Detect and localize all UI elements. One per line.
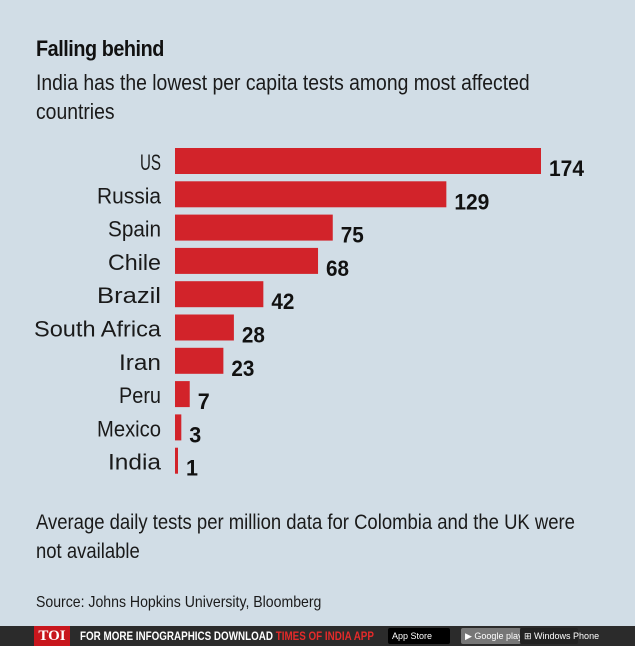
bar [175, 414, 182, 441]
category-label: US [140, 150, 161, 175]
category-label: South Africa [34, 317, 162, 342]
footer-banner: TOI FOR MORE INFOGRAPHICS DOWNLOAD TIMES… [0, 626, 635, 646]
bar [175, 247, 319, 274]
category-label: Spain [108, 217, 161, 242]
value-label: 75 [341, 223, 364, 248]
category-label: Iran [119, 350, 161, 375]
bar [175, 214, 333, 241]
category-label: Chile [108, 250, 161, 275]
toi-logo: TOI [34, 626, 70, 646]
value-label: 7 [198, 389, 210, 414]
value-label: 1 [186, 456, 198, 481]
bar [175, 281, 264, 308]
bar-chart: US 174 Russia 129 Spain 75 Chile 68 Brazil 42 Sout… [34, 148, 585, 481]
promo-text-highlight: TIMES OF INDIA APP [275, 629, 374, 643]
category-label: Brazil [97, 283, 161, 308]
category-label: India [108, 450, 162, 475]
value-label: 23 [231, 356, 254, 381]
category-label: Mexico [97, 416, 161, 441]
chart-title: Falling behind [36, 36, 164, 61]
bar [175, 314, 234, 341]
google-play-badge[interactable]: ▶ Google play [461, 628, 522, 644]
windows-phone-badge[interactable]: ⊞ Windows Phone [520, 628, 599, 644]
value-label: 28 [242, 323, 265, 348]
category-label: Peru [119, 383, 161, 408]
promo-text-main: FOR MORE INFOGRAPHICS DOWNLOAD [80, 629, 276, 643]
value-label: 42 [271, 289, 294, 314]
bar [175, 148, 541, 174]
bar [175, 181, 447, 208]
app-store-badge[interactable]: App Store [388, 628, 450, 644]
bar [175, 447, 178, 474]
chart-subtitle: India has the lowest per capita tests am… [36, 70, 530, 124]
bar [175, 347, 224, 374]
source-note: Source: Johns Hopkins University, Bloomb… [36, 594, 322, 611]
footnote: Average daily tests per million data for… [36, 511, 575, 563]
value-label: 129 [454, 189, 489, 214]
promo-text: FOR MORE INFOGRAPHICS DOWNLOAD TIMES OF … [80, 629, 374, 643]
value-label: 68 [326, 256, 349, 281]
category-label: Russia [97, 183, 162, 208]
value-label: 3 [189, 422, 201, 447]
value-label: 174 [549, 156, 585, 181]
bar [175, 381, 190, 408]
